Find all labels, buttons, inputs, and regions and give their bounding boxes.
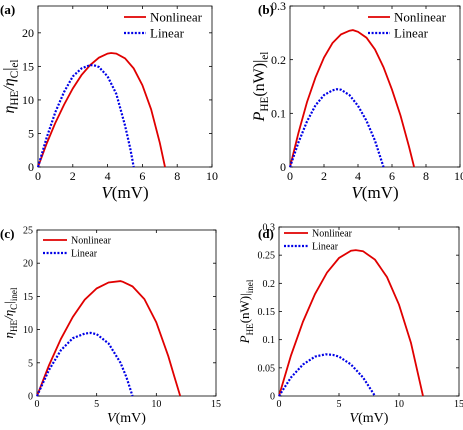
x-tick-label: 10 (394, 399, 404, 410)
x-tick-label: 2 (70, 169, 76, 183)
x-tick-label: 10 (206, 169, 218, 183)
x-tick-label: 15 (454, 399, 463, 410)
panel-c: 0 5 10 15 0 5 10 15 20 25 Nonlinear Linear (c) V(mV) η… (0, 226, 221, 427)
x-tick-label: 2 (321, 169, 327, 183)
legend-label-nonlinear: Nonlinear (394, 10, 447, 25)
legend-label-nonlinear: Nonlinear (71, 236, 112, 247)
legend-label-linear: Linear (394, 26, 429, 41)
plot-frame (37, 5, 213, 168)
y-tick-label: 0 (270, 392, 275, 403)
plot-frame (289, 5, 461, 168)
series-nonlinear (289, 29, 415, 168)
series-linear (288, 88, 385, 168)
x-axis-label: V(mV) (350, 411, 389, 426)
y-tick-label: 5 (28, 358, 33, 369)
y-tick-label: 15 (22, 60, 34, 74)
x-tick-label: 6 (139, 169, 145, 183)
y-tick-label: 20 (23, 259, 33, 270)
x-tick-label: 4 (355, 169, 361, 183)
series-linear (36, 63, 135, 168)
y-tick-label: 0.3 (263, 223, 276, 234)
legend-label-linear: Linear (150, 26, 185, 41)
x-tick-label: 10 (454, 169, 463, 183)
x-tick-label: 10 (151, 399, 161, 410)
legend-label-nonlinear: Nonlinear (150, 10, 203, 25)
x-tick-label: 0 (287, 169, 293, 183)
y-tick-label: 10 (23, 325, 33, 336)
y-tick-label: 0.2 (263, 279, 276, 290)
y-tick-label: 5 (28, 127, 34, 141)
legend-label-nonlinear: Nonlinear (312, 229, 353, 240)
y-tick-label: 0.15 (258, 307, 276, 318)
y-tick-label: 0 (28, 160, 34, 174)
y-tick-label: 0.1 (263, 335, 276, 346)
series-linear (36, 331, 134, 397)
x-tick-label: 5 (94, 399, 99, 410)
x-tick-label: 6 (389, 169, 395, 183)
y-tick-label: 0.3 (271, 0, 286, 13)
y-tick-label: 25 (23, 226, 33, 237)
x-tick-label: 8 (174, 169, 180, 183)
x-tick-label: 0 (35, 169, 41, 183)
y-tick-label: 0 (280, 160, 286, 174)
x-axis-label: V(mV) (101, 183, 148, 202)
x-axis-label: V(mV) (107, 411, 146, 426)
panel-label: (c) (0, 226, 14, 241)
x-axis-label: V(mV) (351, 183, 398, 202)
y-axis-label: PHE(nW)|inel (237, 279, 255, 344)
legend-label-linear: Linear (312, 242, 339, 253)
series-nonlinear (36, 280, 182, 397)
legend-label-linear: Linear (71, 249, 98, 260)
y-tick-label: 20 (22, 26, 34, 40)
x-tick-label: 8 (423, 169, 429, 183)
series-nonlinear (37, 52, 166, 168)
y-tick-label: 15 (23, 292, 33, 303)
y-axis-label: ηHE/ηC|el (1, 60, 21, 114)
x-tick-label: 4 (105, 169, 111, 183)
panel-label: (b) (258, 2, 274, 17)
panel-d: 0 5 10 15 0 0.05 0.1 0.15 0.2 0.25 0.3 Nonlinear Lin… (237, 223, 463, 427)
y-tick-label: 0.25 (258, 251, 276, 262)
y-tick-label: 10 (22, 93, 34, 107)
x-tick-label: 5 (337, 399, 342, 410)
plot-frame (278, 226, 460, 397)
series-nonlinear (278, 249, 424, 397)
y-tick-label: 0 (28, 392, 33, 403)
panel-label: (a) (0, 2, 15, 17)
x-tick-label: 0 (35, 399, 40, 410)
y-tick-label: 0.1 (271, 107, 286, 121)
x-tick-label: 0 (277, 399, 282, 410)
series-linear (278, 353, 376, 397)
y-tick-label: 0.05 (258, 363, 276, 374)
panel-label: (d) (258, 226, 274, 241)
x-tick-label: 15 (211, 399, 221, 410)
y-tick-label: 0.2 (271, 53, 286, 67)
y-axis-label: PHE(nW)|el (251, 52, 271, 123)
plot-frame (36, 229, 217, 397)
y-axis-label: ηHE/ηC|inel (1, 287, 19, 338)
